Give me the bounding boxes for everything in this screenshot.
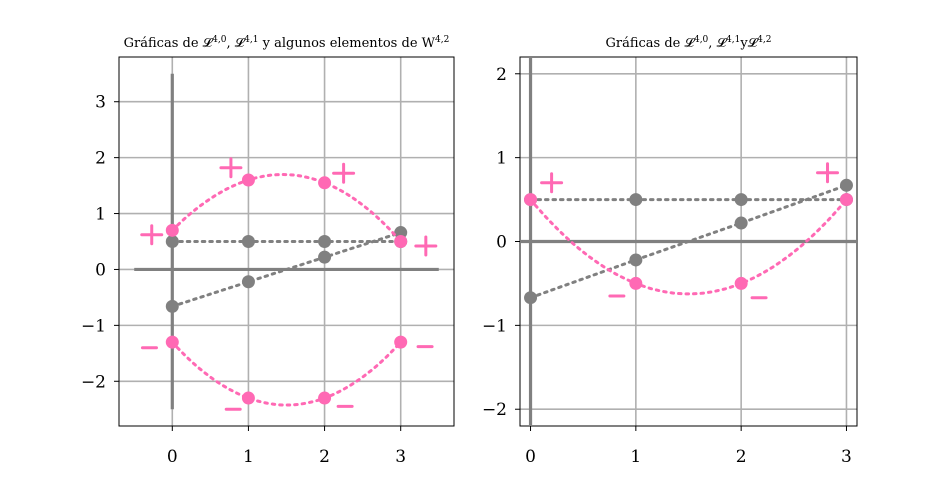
plus-sign-marker: [540, 172, 564, 194]
y-tick-label: −2: [482, 400, 507, 420]
x-tick-label: 1: [630, 447, 641, 467]
y-tick-label: 0: [95, 260, 106, 280]
data-point: [318, 176, 332, 190]
data-point: [629, 193, 643, 207]
series-line-2: [170, 231, 403, 308]
y-tick-label: −1: [81, 316, 106, 336]
y-tick-label: 2: [496, 65, 507, 85]
x-tick-label: 2: [319, 447, 330, 467]
data-point: [165, 335, 179, 349]
series-line-3: [529, 198, 848, 296]
chart-title: Gráficas de 𝓛4,0, 𝓛4,1y𝓛4,2: [606, 35, 772, 51]
x-tick-label: 0: [525, 447, 536, 467]
y-tick-label: 0: [496, 233, 507, 253]
data-point: [734, 193, 748, 207]
data-point: [318, 391, 332, 405]
y-tick-label: −1: [482, 316, 507, 336]
data-point: [839, 193, 853, 207]
plus-sign-marker: [140, 224, 164, 246]
x-tick-label: 3: [841, 447, 852, 467]
data-point: [524, 291, 538, 305]
data-point: [241, 235, 255, 248]
data-point: [629, 276, 643, 290]
plus-sign-marker: [219, 157, 243, 179]
x-tick-label: 3: [395, 447, 406, 467]
x-tick-label: 2: [736, 447, 747, 467]
y-tick-label: −2: [81, 372, 106, 392]
data-point: [318, 250, 332, 264]
series-line-2: [529, 183, 848, 300]
data-point: [734, 216, 748, 230]
data-point: [165, 235, 179, 248]
chart-panel-1: Gráficas de 𝓛4,0, 𝓛4,1 y algunos element…: [81, 35, 455, 467]
series-line-4: [170, 340, 403, 407]
data-point: [524, 193, 538, 207]
data-point: [165, 223, 179, 237]
chart-title: Gráficas de 𝓛4,0, 𝓛4,1 y algunos element…: [124, 35, 450, 51]
x-tick-label: 1: [243, 447, 254, 467]
series-line-3: [170, 172, 403, 243]
x-tick-label: 0: [167, 447, 178, 467]
data-point: [165, 299, 179, 313]
data-point: [241, 391, 255, 405]
y-tick-label: 1: [496, 149, 507, 169]
data-point: [241, 173, 255, 187]
data-point: [394, 335, 408, 349]
data-point: [629, 253, 643, 267]
data-point: [839, 178, 853, 192]
plot-frame: [118, 56, 455, 427]
data-point: [394, 226, 408, 240]
plus-sign-marker: [414, 235, 438, 257]
data-point: [734, 276, 748, 290]
y-tick-label: 1: [95, 205, 106, 225]
y-tick-label: 2: [95, 149, 106, 169]
plus-sign-marker: [332, 162, 356, 184]
chart-panel-2: Gráficas de 𝓛4,0, 𝓛4,1y𝓛4,2 0 1 2 3 2 1 0 −1 −2: [482, 35, 858, 467]
data-point: [241, 275, 255, 289]
data-point: [394, 235, 408, 248]
plus-sign-marker: [816, 162, 840, 184]
data-point: [318, 235, 332, 248]
y-tick-label: 3: [95, 93, 106, 113]
